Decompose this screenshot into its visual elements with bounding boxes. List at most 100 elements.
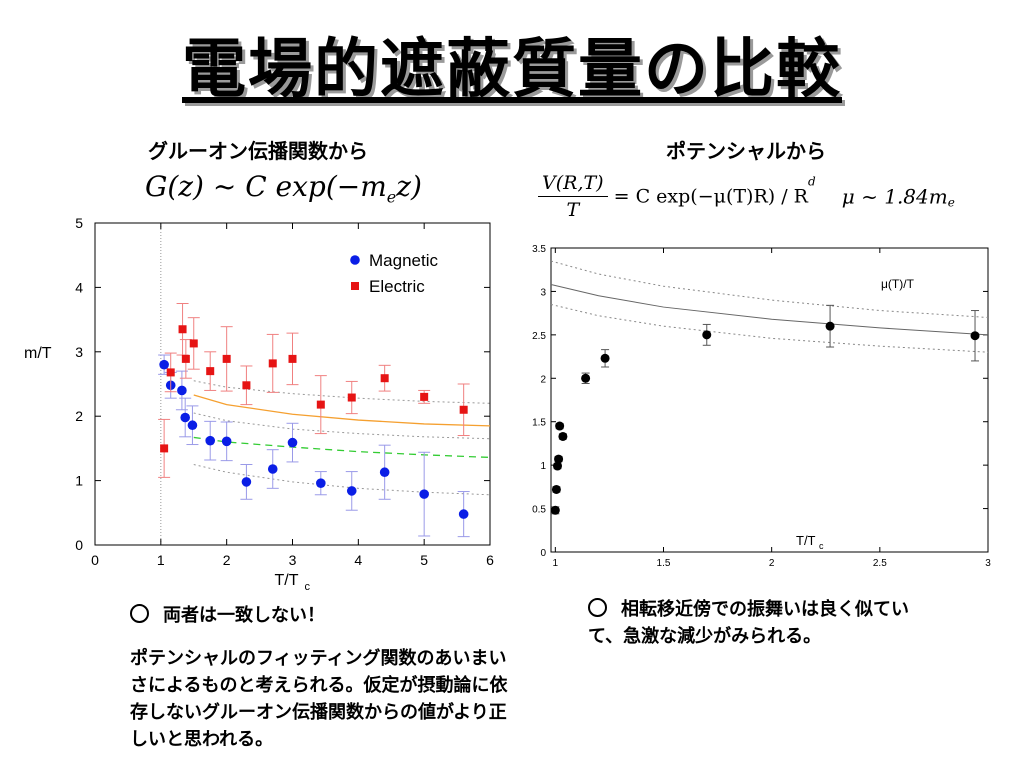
right-plot-frame (550, 247, 989, 553)
mu-data-point (970, 331, 980, 341)
electric-point (206, 367, 215, 376)
right-fit-curve (550, 283, 989, 336)
right-y-tick-label: 1 (540, 461, 546, 472)
fraction-denominator: T (566, 199, 580, 221)
right-y-tick-label: 2.5 (532, 331, 546, 342)
magnetic-point (419, 489, 429, 499)
magnetic-point (180, 412, 190, 423)
left-note-body: ポテンシャルのフィッティング関数のあいまいさによるものと考えられる。仮定が摂動論… (130, 648, 508, 750)
mu-data-point (581, 373, 591, 383)
right-fit-curve (550, 303, 989, 353)
magnetic-point (458, 509, 469, 519)
right-x-tick-label: 2.5 (873, 558, 887, 569)
mu-data-point (825, 321, 835, 331)
left-formula-sub: e (386, 187, 397, 207)
left-fit-curve (193, 412, 491, 440)
left-x-axis-label-sub: c (305, 581, 311, 593)
right-x-tick-label: 2 (769, 558, 775, 569)
left-y-tick-label: 3 (75, 344, 83, 360)
left-fit-curve (193, 380, 491, 404)
left-x-tick-label: 4 (354, 552, 362, 568)
formula-rhs: = C exp(−μ(T)R) / R (613, 185, 808, 208)
circle-bullet-icon (588, 598, 607, 617)
mu-data-point (550, 505, 560, 515)
left-y-tick-label: 4 (75, 279, 83, 295)
electric-point (166, 368, 175, 377)
magnetic-point (287, 437, 298, 448)
legend-label: Electric (369, 277, 425, 296)
left-fit-curve (193, 464, 491, 496)
left-y-tick-label: 5 (75, 215, 83, 231)
right-y-tick-label: 2 (540, 374, 546, 385)
electric-point (347, 393, 356, 402)
magnetic-point (267, 464, 278, 474)
left-formula-lhs: G(z) ~ C exp(−m (145, 170, 387, 203)
mu-data-point (600, 353, 610, 363)
mu-estimate-sub: e (947, 195, 955, 210)
left-x-tick-label: 0 (91, 552, 99, 568)
electric-point (288, 354, 297, 363)
right-note-text: 相転移近傍での振舞いは良く似ていて、急激な減少がみられる。 (588, 599, 909, 647)
magnetic-point (159, 359, 169, 370)
mu-estimate: μ ~ 1.84m (841, 184, 948, 209)
left-x-axis-label: T/T (275, 572, 299, 589)
left-x-tick-label: 1 (157, 552, 165, 568)
electric-point (268, 359, 277, 368)
magnetic-point (241, 477, 252, 487)
magnetic-point (177, 385, 187, 396)
circle-bullet-icon (130, 604, 149, 623)
mu-data-point (554, 454, 564, 464)
fraction-numerator: V(R,T) (538, 172, 608, 197)
electric-point (242, 381, 251, 390)
right-y-tick-label: 3.5 (532, 244, 546, 255)
left-heading: グルーオン伝播関数から (148, 139, 368, 163)
electric-point (459, 405, 468, 414)
right-x-axis-label: T/T (796, 533, 816, 548)
magnetic-point (205, 435, 216, 446)
electric-point (222, 354, 231, 363)
right-formula: V(R,T) T = C exp(−μ(T)R) / Rd μ ~ 1.84me (538, 172, 955, 221)
mu-data-point (702, 330, 712, 340)
legend-electric-marker (351, 282, 359, 290)
magnetic-point (346, 486, 357, 496)
left-x-tick-label: 2 (223, 552, 231, 568)
left-formula: G(z) ~ C exp(−mez) (145, 170, 422, 207)
left-x-tick-label: 6 (486, 552, 494, 568)
electric-point (181, 354, 190, 363)
electric-point (316, 400, 325, 409)
left-x-tick-label: 3 (289, 552, 297, 568)
right-x-tick-label: 1 (553, 558, 559, 569)
magnetic-point (316, 478, 326, 488)
left-y-tick-label: 1 (75, 473, 83, 489)
mu-data-point (558, 431, 568, 441)
left-fit-curve (193, 436, 491, 459)
left-note-marker-text: 両者は一致しない！ (163, 605, 325, 626)
magnetic-point (187, 420, 198, 431)
right-y-tick-label: 0.5 (532, 505, 546, 516)
left-x-tick-label: 5 (420, 552, 428, 568)
right-fit-curve (550, 260, 989, 318)
left-y-tick-label: 2 (75, 408, 83, 424)
right-x-tick-label: 3 (985, 558, 991, 569)
right-y-tick-label: 0 (540, 548, 546, 559)
right-x-tick-label: 1.5 (657, 558, 671, 569)
magnetic-point (379, 467, 390, 478)
mu-data-point (552, 461, 562, 471)
legend-label: Magnetic (369, 251, 438, 270)
left-formula-tail: z) (396, 170, 422, 203)
electric-point (178, 325, 187, 334)
right-y-tick-label: 1.5 (532, 418, 546, 429)
electric-point (160, 444, 169, 453)
legend-magnetic-marker (350, 255, 360, 265)
left-y-axis-label: m/T (24, 345, 52, 362)
mu-data-point (551, 484, 561, 494)
right-note: 相転移近傍での振舞いは良く似ていて、急激な減少がみられる。 (588, 596, 918, 650)
electric-point (380, 374, 389, 383)
magnetic-point (221, 436, 232, 447)
right-curve-label: μ(T)/T (881, 277, 915, 291)
right-y-tick-label: 3 (540, 287, 546, 298)
formula-sup: d (807, 174, 816, 189)
mu-data-point (555, 421, 565, 431)
left-note-marker: 両者は一致しない！ (130, 602, 520, 629)
